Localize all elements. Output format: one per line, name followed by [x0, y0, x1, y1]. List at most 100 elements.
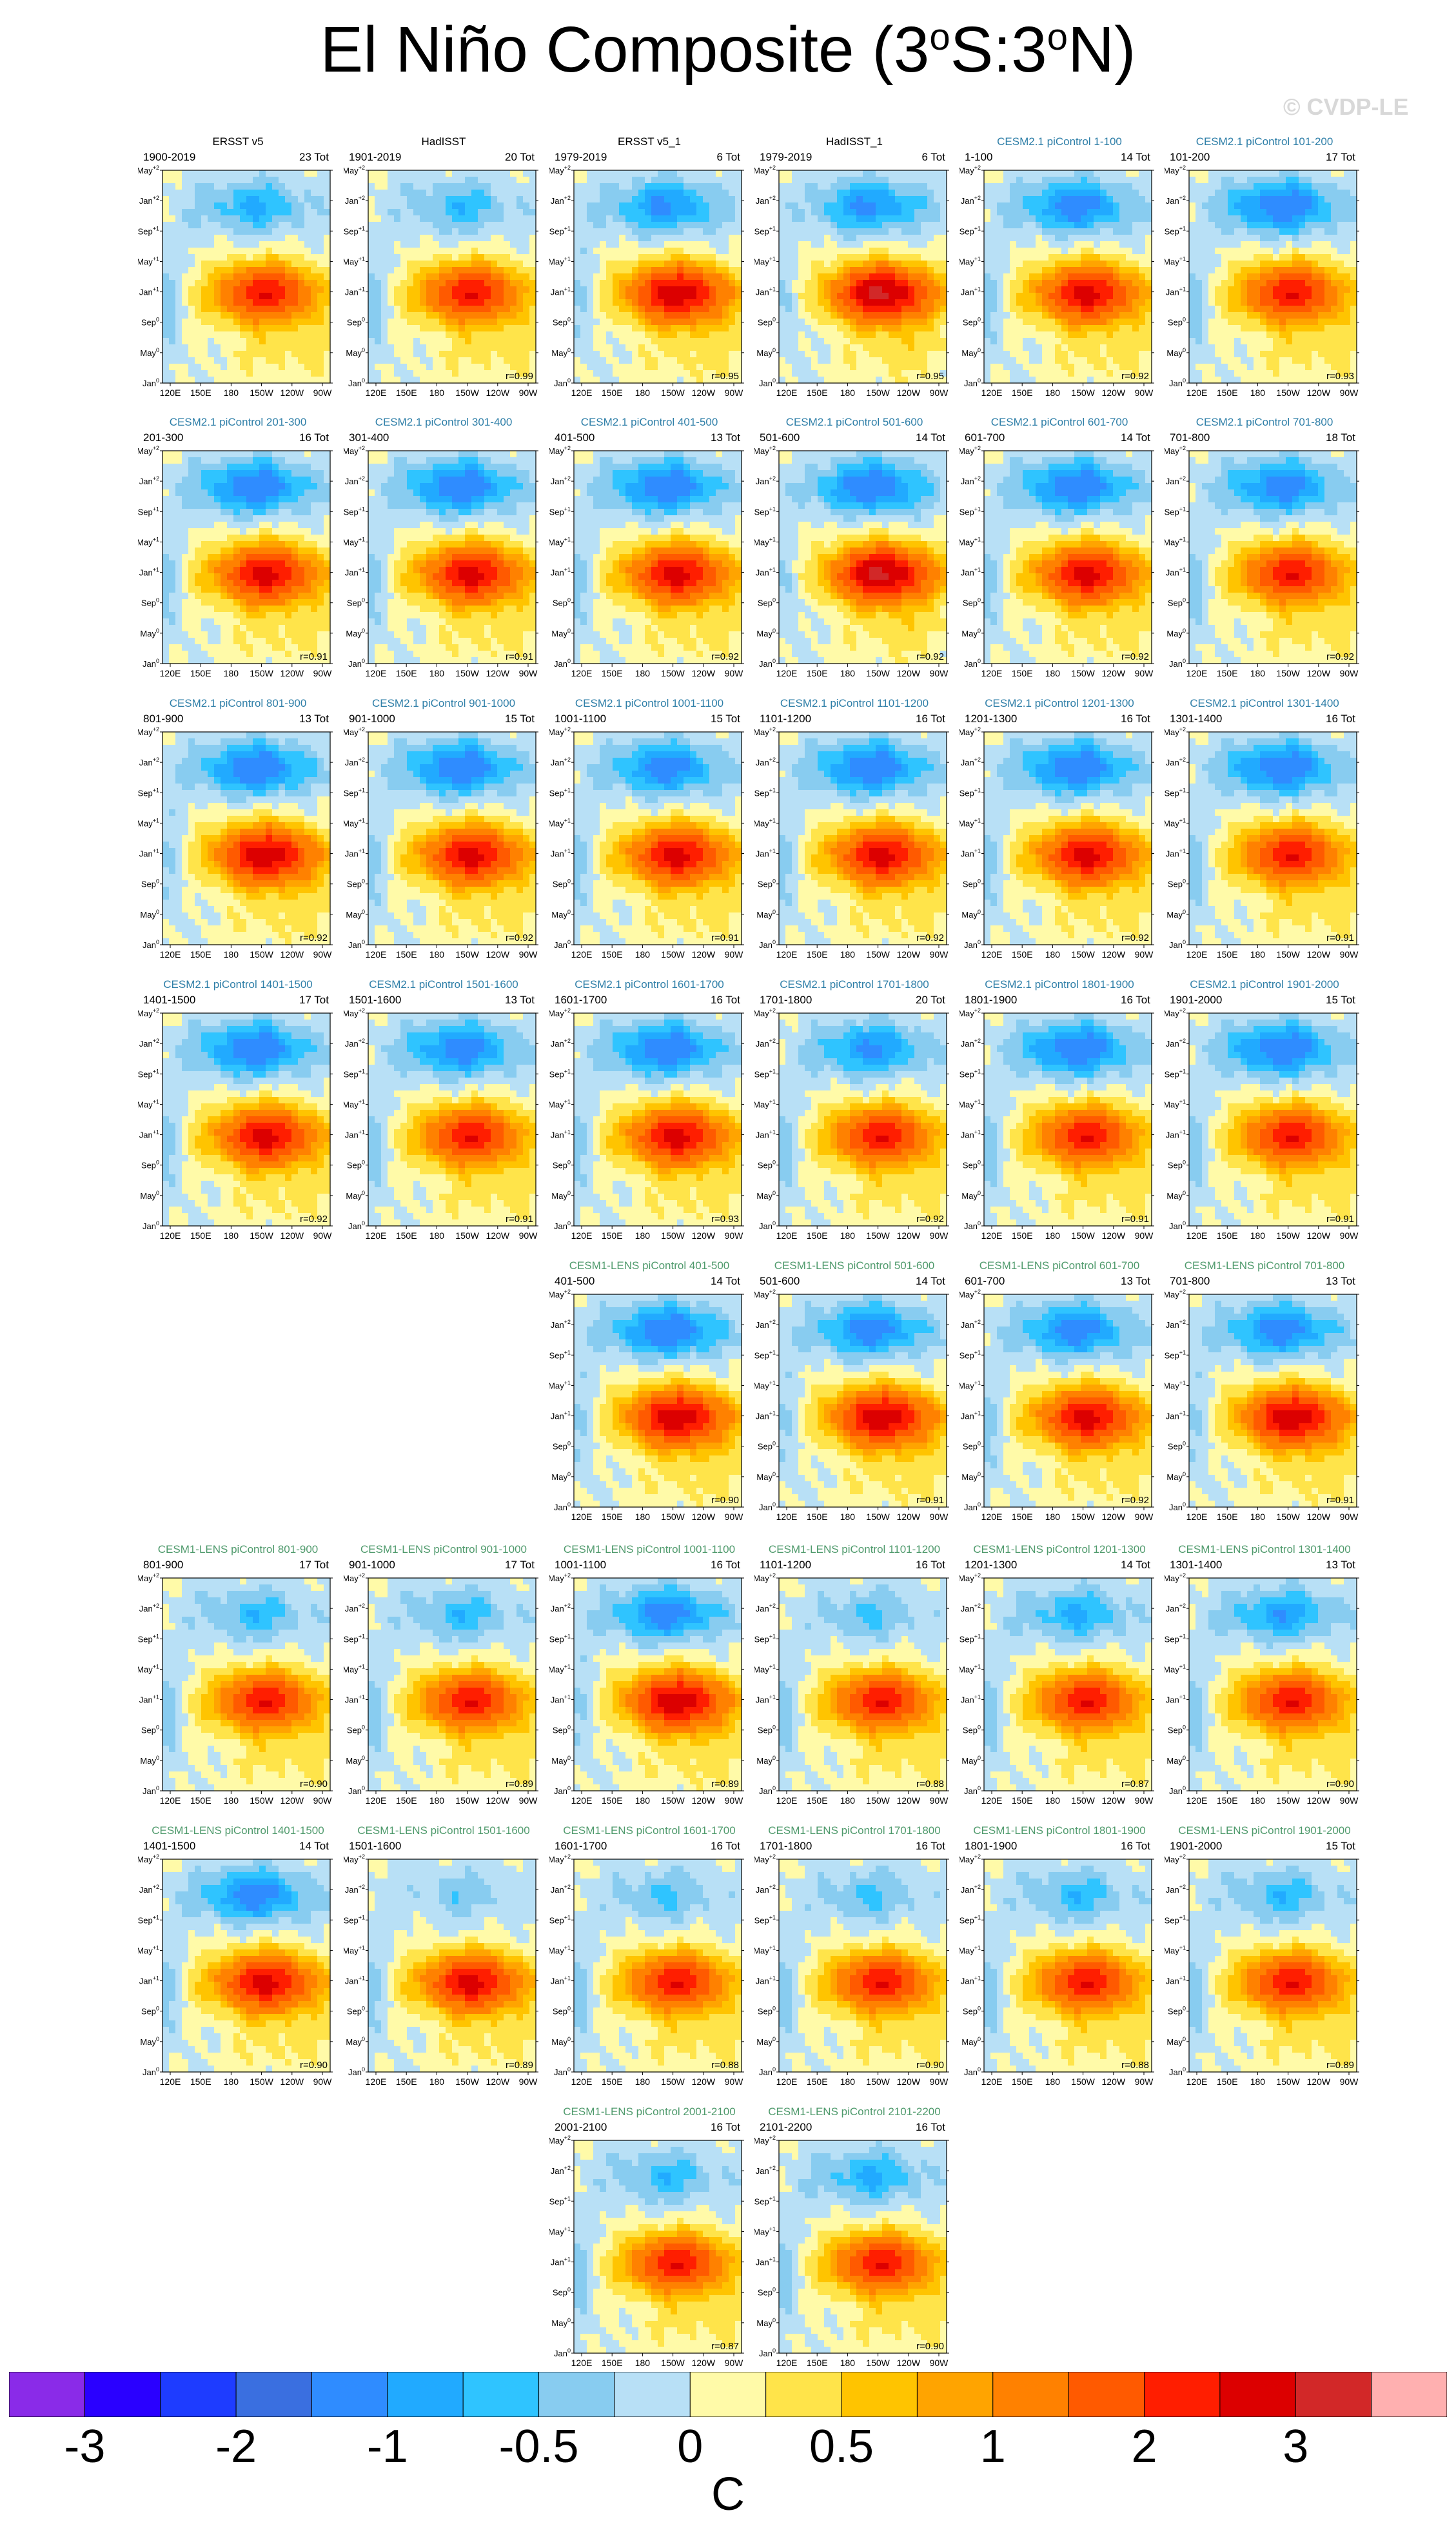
- heatmap-cell: [504, 357, 511, 364]
- heatmap-cell: [600, 202, 607, 210]
- heatmap-cell: [1202, 344, 1209, 351]
- heatmap-cell: [304, 228, 311, 235]
- heatmap-cell: [1010, 286, 1017, 293]
- heatmap-cell: [420, 235, 427, 242]
- heatmap-cell: [703, 202, 710, 210]
- heatmap-cell: [317, 254, 324, 261]
- heatmap-cell: [811, 357, 818, 364]
- heatmap-cell: [914, 248, 921, 255]
- heatmap-cell: [658, 306, 665, 313]
- heatmap-cell: [984, 306, 991, 313]
- heatmap-cell: [246, 312, 253, 319]
- heatmap-cell: [208, 222, 215, 229]
- heatmap-cell: [600, 209, 607, 216]
- heatmap-cell: [690, 280, 697, 287]
- heatmap-cell: [811, 338, 818, 345]
- heatmap-cell: [375, 241, 382, 248]
- heatmap-cell: [1107, 261, 1114, 268]
- heatmap-cell: [876, 293, 883, 300]
- heatmap-cell: [253, 209, 260, 216]
- heatmap-cell: [709, 241, 716, 248]
- heatmap-cell: [478, 241, 485, 248]
- heatmap-cell: [818, 364, 825, 371]
- heatmap-cell: [1094, 222, 1101, 229]
- heatmap-cell: [1074, 312, 1081, 319]
- heatmap-cell: [1195, 170, 1203, 177]
- heatmap-cell: [1202, 177, 1209, 184]
- heatmap-cell: [304, 286, 311, 293]
- heatmap-cell: [908, 183, 915, 190]
- heatmap-cell: [869, 183, 876, 190]
- heatmap-cell: [1074, 235, 1081, 242]
- heatmap-cell: [625, 312, 633, 319]
- heatmap-cell: [876, 202, 883, 210]
- heatmap-cell: [684, 241, 691, 248]
- heatmap-cell: [831, 209, 838, 216]
- heatmap-cell: [1023, 299, 1030, 306]
- heatmap-cell: [1202, 273, 1209, 281]
- heatmap-cell: [703, 331, 710, 339]
- heatmap-cell: [195, 299, 202, 306]
- heatmap-cell: [587, 170, 594, 177]
- heatmap-cell: [587, 215, 594, 222]
- heatmap-cell: [940, 267, 947, 274]
- heatmap-cell: [1189, 344, 1196, 351]
- heatmap-cell: [484, 299, 491, 306]
- heatmap-cell: [1087, 351, 1094, 358]
- heatmap-cell: [188, 351, 195, 358]
- heatmap-cell: [446, 190, 453, 197]
- heatmap-cell: [317, 235, 324, 242]
- heatmap-cell: [304, 202, 311, 210]
- heatmap-cell: [1074, 215, 1081, 222]
- heatmap-cell: [317, 351, 324, 358]
- heatmap-cell: [1139, 183, 1146, 190]
- heatmap-cell: [1139, 351, 1146, 358]
- heatmap-cell: [934, 202, 941, 210]
- heatmap-cell: [587, 286, 594, 293]
- heatmap-cell: [856, 170, 863, 177]
- heatmap-cell: [889, 209, 896, 216]
- y-tick-label: Sep0: [553, 317, 571, 328]
- heatmap-cell: [722, 370, 729, 377]
- heatmap-cell: [1208, 202, 1215, 210]
- heatmap-cell: [452, 273, 459, 281]
- heatmap-cell: [413, 344, 420, 351]
- heatmap-cell: [638, 209, 645, 216]
- heatmap-cell: [1215, 222, 1222, 229]
- heatmap-cell: [684, 370, 691, 377]
- heatmap-cell: [529, 319, 536, 326]
- heatmap-cell: [882, 222, 889, 229]
- heatmap-cell: [446, 357, 453, 364]
- heatmap-cell: [400, 286, 408, 293]
- heatmap-cell: [593, 306, 600, 313]
- heatmap-cell: [1107, 319, 1114, 326]
- heatmap-cell: [1215, 306, 1222, 313]
- heatmap-cell: [606, 306, 613, 313]
- heatmap-cell: [298, 331, 305, 339]
- heatmap-cell: [1003, 254, 1010, 261]
- heatmap-cell: [869, 377, 876, 384]
- heatmap-cell: [324, 351, 331, 358]
- heatmap-cell: [1273, 241, 1280, 248]
- heatmap-cell: [1036, 364, 1043, 371]
- heatmap-cell: [651, 248, 658, 255]
- heatmap-cell: [1228, 299, 1235, 306]
- heatmap-cell: [1100, 209, 1107, 216]
- heatmap-cell: [805, 241, 812, 248]
- heatmap-cell: [1074, 319, 1081, 326]
- heatmap-cell: [580, 325, 587, 332]
- heatmap-cell: [785, 228, 792, 235]
- heatmap-cell: [1132, 215, 1139, 222]
- heatmap-cell: [266, 377, 273, 384]
- heatmap-cell: [600, 299, 607, 306]
- heatmap-cell: [504, 202, 511, 210]
- heatmap-cell: [439, 331, 446, 339]
- panel-plot: May+2Jan+2Sep+1May+1Jan+1Sep0May0Jan0120…: [959, 164, 1154, 398]
- heatmap-cell: [805, 196, 812, 203]
- heatmap-cell: [1132, 280, 1139, 287]
- heatmap-cell: [798, 202, 805, 210]
- heatmap-cell: [811, 319, 818, 326]
- heatmap-cell: [690, 370, 697, 377]
- heatmap-cell: [208, 202, 215, 210]
- heatmap-cell: [484, 280, 491, 287]
